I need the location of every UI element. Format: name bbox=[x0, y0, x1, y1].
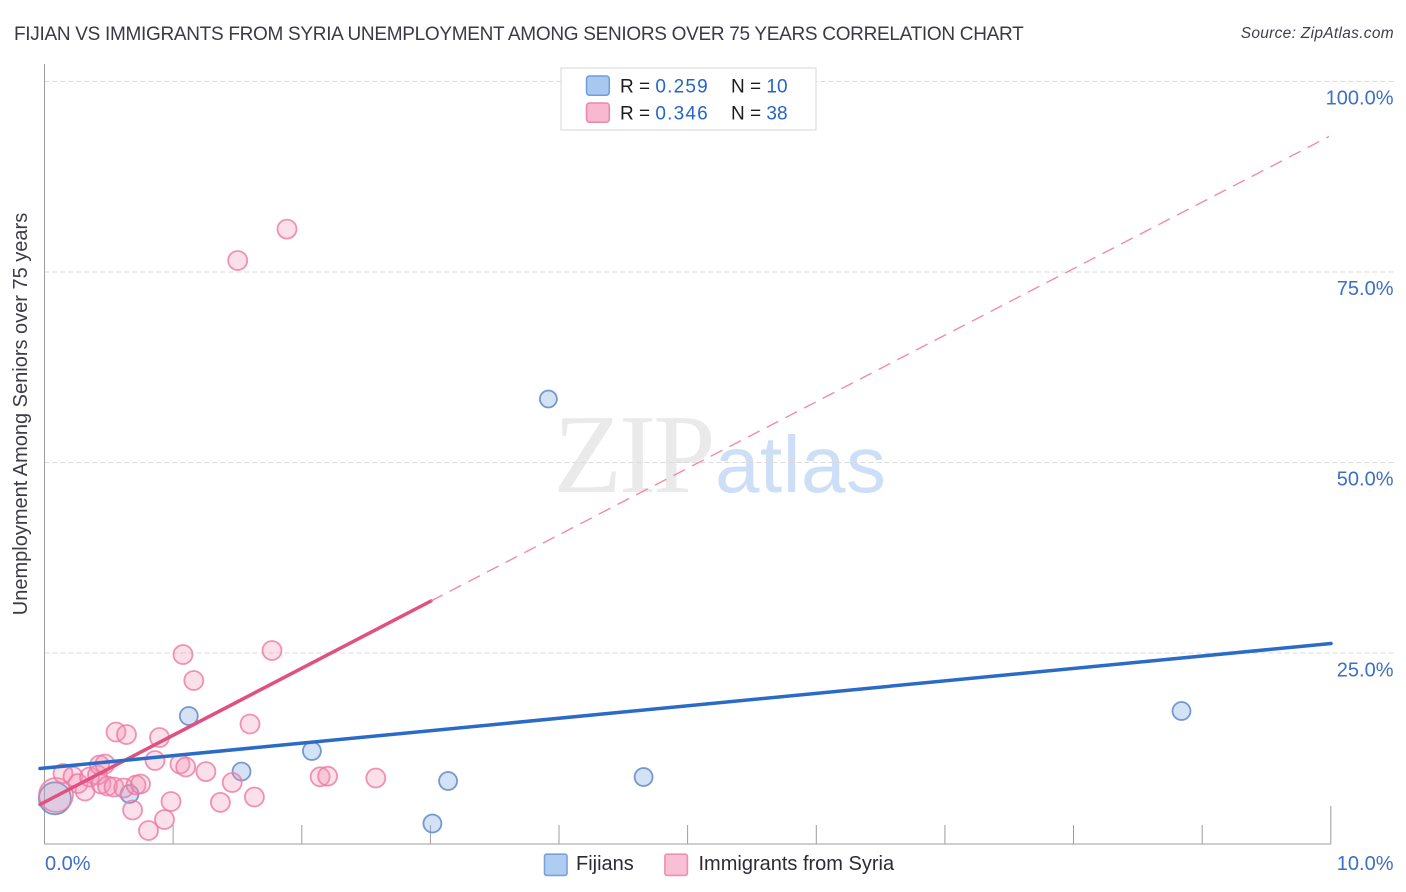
svg-text:Unemployment Among Seniors ove: Unemployment Among Seniors over 75 years bbox=[10, 213, 32, 615]
svg-text:N = 38: N = 38 bbox=[731, 104, 788, 125]
svg-text:FIJIAN VS IMMIGRANTS FROM SYRI: FIJIAN VS IMMIGRANTS FROM SYRIA UNEMPLOY… bbox=[14, 24, 1024, 45]
svg-text:ZIP: ZIP bbox=[554, 393, 713, 517]
svg-text:50.0%: 50.0% bbox=[1337, 469, 1394, 491]
svg-text:atlas: atlas bbox=[715, 420, 886, 509]
svg-text:R = 0.346: R = 0.346 bbox=[620, 104, 709, 125]
svg-text:100.0%: 100.0% bbox=[1326, 88, 1394, 110]
svg-text:75.0%: 75.0% bbox=[1337, 278, 1394, 300]
svg-text:N = 10: N = 10 bbox=[731, 77, 788, 98]
svg-text:Fijians: Fijians bbox=[576, 853, 634, 875]
svg-text:R = 0.259: R = 0.259 bbox=[620, 77, 709, 98]
svg-text:Source: ZipAtlas.com: Source: ZipAtlas.com bbox=[1241, 25, 1394, 42]
svg-text:0.0%: 0.0% bbox=[45, 853, 91, 875]
svg-text:10.0%: 10.0% bbox=[1337, 853, 1394, 875]
svg-text:25.0%: 25.0% bbox=[1337, 660, 1394, 682]
svg-text:Immigrants from Syria: Immigrants from Syria bbox=[699, 853, 895, 875]
